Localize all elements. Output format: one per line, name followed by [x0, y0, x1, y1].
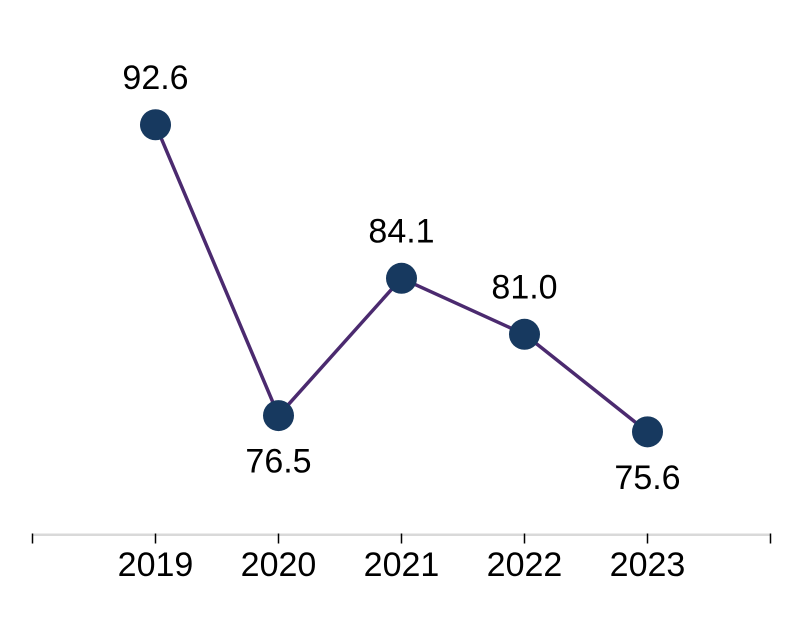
x-axis-label-2021: 2021 [364, 546, 440, 584]
data-label-2020: 76.5 [245, 443, 311, 481]
data-point-2019 [140, 109, 171, 141]
x-axis-label-2020: 2020 [241, 546, 317, 584]
data-label-2019: 92.6 [122, 59, 188, 97]
x-axis-label-2019: 2019 [118, 546, 194, 584]
data-point-2021 [386, 262, 417, 294]
x-axis-label-2023: 2023 [610, 546, 686, 584]
data-label-2021: 84.1 [368, 212, 434, 250]
data-point-2020 [263, 400, 294, 432]
x-axis-label-2022: 2022 [487, 546, 563, 584]
data-point-2023 [632, 416, 663, 448]
data-point-2022 [509, 318, 540, 350]
data-label-2022: 81.0 [491, 268, 557, 306]
data-label-2023: 75.6 [614, 459, 680, 497]
